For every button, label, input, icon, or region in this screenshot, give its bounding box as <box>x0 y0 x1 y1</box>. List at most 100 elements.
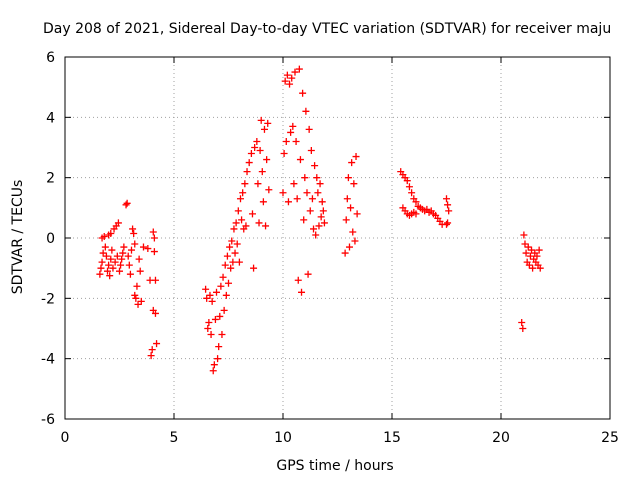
data-point <box>99 249 107 257</box>
data-point <box>403 177 411 185</box>
data-point <box>213 288 221 296</box>
data-point <box>290 180 298 188</box>
data-point <box>283 71 291 79</box>
data-point <box>107 229 115 237</box>
data-point <box>144 245 152 253</box>
data-point <box>312 231 320 239</box>
data-point <box>208 297 216 305</box>
x-tick-label: 5 <box>170 430 179 446</box>
data-point <box>345 243 353 251</box>
data-point <box>116 267 123 275</box>
data-point <box>280 150 288 158</box>
data-point <box>303 189 311 197</box>
data-point <box>521 240 529 248</box>
data-point <box>259 198 267 206</box>
data-point <box>245 159 253 167</box>
data-point <box>223 252 231 260</box>
data-point <box>256 147 264 155</box>
data-point <box>219 273 227 281</box>
data-point <box>139 243 147 251</box>
data-point <box>132 294 140 302</box>
data-point <box>524 243 532 251</box>
data-point <box>209 367 217 375</box>
y-tick-label: 2 <box>46 171 55 187</box>
data-point <box>153 340 161 348</box>
data-point <box>311 162 319 170</box>
y-tick-label: -6 <box>41 412 55 428</box>
data-point <box>519 325 527 332</box>
x-tick-label: 0 <box>61 430 70 446</box>
data-point <box>263 156 271 164</box>
data-point <box>353 210 361 218</box>
data-point <box>344 174 352 182</box>
data-point <box>109 264 117 272</box>
data-point <box>250 264 258 272</box>
data-point <box>444 201 452 209</box>
data-point <box>226 243 234 251</box>
data-point <box>235 258 243 266</box>
data-point <box>314 189 322 197</box>
data-point <box>248 210 256 218</box>
data-point <box>315 222 323 230</box>
data-point <box>114 219 122 227</box>
x-axis-label: GPS time / hours <box>276 458 393 474</box>
data-point <box>136 267 144 275</box>
data-point <box>96 270 104 278</box>
data-point <box>529 264 537 272</box>
data-point <box>304 270 312 278</box>
data-point <box>232 219 240 227</box>
data-point <box>106 272 114 280</box>
data-point <box>257 116 265 124</box>
data-point <box>211 315 219 323</box>
data-point <box>535 246 543 254</box>
data-point <box>214 355 222 363</box>
data-point <box>218 331 226 339</box>
data-point <box>151 276 159 284</box>
data-point <box>302 107 310 115</box>
data-point <box>288 74 296 82</box>
data-point <box>292 137 300 145</box>
x-tick-label: 15 <box>383 430 401 446</box>
y-tick-label: 6 <box>46 50 55 66</box>
data-point <box>243 168 251 176</box>
x-tick-label: 10 <box>274 430 292 446</box>
data-point <box>525 261 533 269</box>
data-point <box>520 231 528 239</box>
data-point <box>122 201 130 209</box>
data-point <box>343 195 351 203</box>
data-point <box>287 128 295 136</box>
data-point <box>242 222 250 230</box>
data-point <box>130 229 138 237</box>
data-point <box>291 68 299 76</box>
data-point <box>150 248 158 256</box>
data-point <box>131 291 139 299</box>
data-point <box>134 300 142 308</box>
data-point <box>349 228 357 236</box>
data-point <box>264 119 272 127</box>
data-point <box>412 198 420 206</box>
data-point <box>299 89 307 97</box>
data-point <box>206 291 214 299</box>
data-point <box>227 264 235 272</box>
data-point <box>305 125 313 133</box>
y-tick-label: 4 <box>46 110 55 126</box>
data-point <box>123 199 131 207</box>
data-point <box>210 361 218 369</box>
data-point <box>301 174 309 182</box>
data-point <box>260 125 268 133</box>
data-point <box>293 195 301 203</box>
data-point <box>137 297 145 305</box>
plot-frame <box>64 56 611 420</box>
data-point <box>217 282 225 290</box>
data-point <box>225 279 232 287</box>
data-point <box>220 306 228 314</box>
y-axis-label: SDTVAR / TECUs <box>10 180 26 295</box>
data-point <box>247 150 255 158</box>
data-point <box>135 255 143 263</box>
data-point <box>342 216 350 224</box>
data-point <box>298 288 306 296</box>
data-point <box>119 249 127 257</box>
data-point <box>294 276 302 284</box>
data-point <box>101 243 109 251</box>
